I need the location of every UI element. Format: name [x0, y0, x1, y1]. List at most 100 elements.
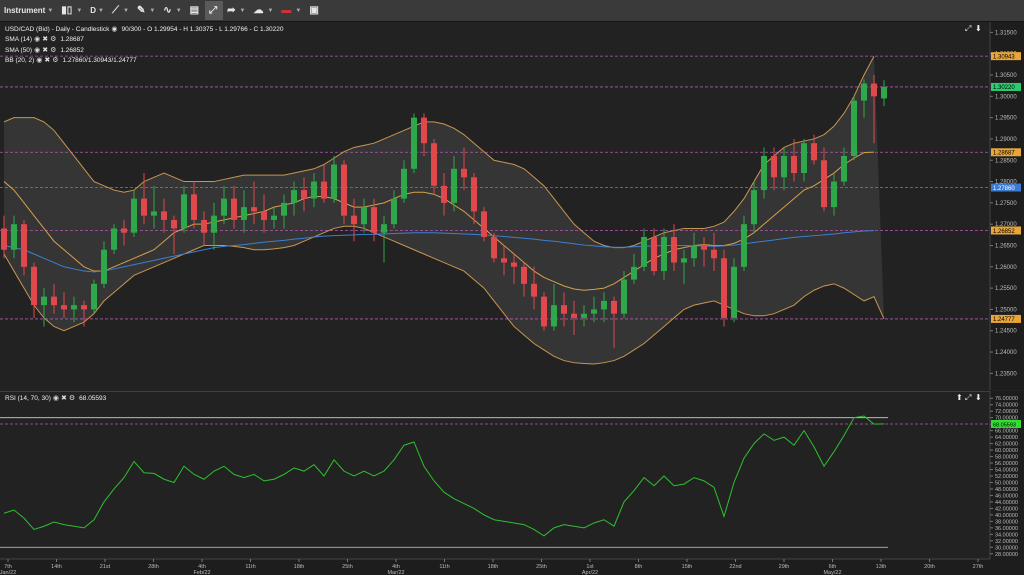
snapshot-icon: ▣: [309, 5, 319, 16]
date-tick-label: 13th: [876, 564, 887, 570]
price-badge-label: 1.24777: [993, 317, 1015, 323]
candle-body: [291, 190, 297, 203]
sma14-line: [3, 151, 875, 291]
candle-body: [401, 168, 407, 199]
move-down-icon[interactable]: ⬇: [975, 393, 982, 402]
candle-body: [651, 236, 657, 272]
candle-body: [311, 181, 317, 199]
chart-type-button[interactable]: ▮▯ ▼: [57, 1, 86, 20]
timeframe-menu[interactable]: D ▼: [86, 1, 108, 20]
candle-body: [591, 309, 597, 314]
price-tick-label: 1.23500: [995, 371, 1017, 377]
layout-button[interactable]: ▤: [186, 1, 205, 20]
candle-body: [731, 266, 737, 318]
line-tools-button[interactable]: ⟋ ▼: [108, 1, 133, 20]
move-down-icon[interactable]: ⬇: [975, 24, 982, 33]
language-button[interactable]: ▬ ▼: [277, 1, 305, 20]
date-tick-label: 1st: [586, 564, 594, 570]
move-up-icon[interactable]: ⬆: [956, 393, 963, 402]
chevron-down-icon: ▼: [123, 7, 129, 14]
chevron-down-icon: ▼: [76, 7, 83, 14]
rsi-chart[interactable]: 76.0000074.0000072.0000070.0000068.00000…: [0, 391, 1024, 575]
rsi-tick-label: 70.00000: [995, 416, 1018, 422]
gear-icon[interactable]: ⚙: [50, 47, 57, 54]
candle-body: [461, 168, 467, 178]
rsi-tick-label: 42.00000: [995, 506, 1018, 512]
fullscreen-button[interactable]: ⤢: [205, 1, 224, 20]
rsi-tick-label: 32.00000: [995, 539, 1018, 545]
date-tick-label: 21st: [100, 564, 111, 570]
candle-body: [581, 313, 587, 318]
candle-body: [811, 143, 817, 161]
uk-flag-icon: ▬: [281, 5, 292, 16]
eye-icon[interactable]: ◉: [111, 26, 118, 33]
price-chart[interactable]: 1.315001.310001.305001.300001.295001.290…: [0, 22, 1024, 390]
candle-body: [801, 143, 807, 174]
date-tick-label: 22nd: [729, 564, 741, 570]
candle-body: [331, 164, 337, 199]
eye-icon[interactable]: ◉: [52, 395, 59, 402]
close-icon[interactable]: ✖: [44, 57, 51, 64]
indicators-button[interactable]: ∿ ▼: [159, 1, 185, 20]
date-month-label: Mar/22: [387, 570, 404, 575]
date-tick-label: 18th: [488, 564, 499, 570]
theme-button[interactable]: ☁ ▼: [249, 1, 277, 20]
candle-body: [671, 236, 677, 263]
price-tick-label: 1.26000: [995, 265, 1017, 271]
eye-icon[interactable]: ◉: [34, 36, 41, 43]
eye-icon[interactable]: ◉: [36, 57, 43, 64]
maximize-panel-icon[interactable]: ⤢: [965, 393, 972, 402]
rsi-panel[interactable]: 76.0000074.0000072.0000070.0000068.00000…: [0, 391, 1024, 575]
candlestick-icon: ▮▯: [61, 5, 73, 16]
draw-tools-button[interactable]: ✎ ▼: [133, 1, 159, 20]
price-tick-label: 1.25500: [995, 286, 1017, 292]
candle-body: [821, 160, 827, 208]
candle-body: [91, 283, 97, 310]
rsi-tick-label: 54.00000: [995, 468, 1018, 474]
candle-body: [251, 207, 257, 212]
candle-body: [831, 181, 837, 208]
candle-body: [621, 279, 627, 314]
close-icon[interactable]: ✖: [42, 47, 49, 54]
candle-body: [841, 155, 847, 182]
rsi-tick-label: 46.00000: [995, 493, 1018, 499]
candle-body: [161, 211, 167, 220]
candle-body: [11, 224, 17, 250]
gear-icon[interactable]: ⚙: [50, 36, 57, 43]
candle-body: [711, 249, 717, 259]
price-tick-label: 1.26500: [995, 243, 1017, 249]
price-tick-label: 1.30500: [995, 73, 1017, 79]
candle-body: [421, 117, 427, 144]
rsi-tick-label: 52.00000: [995, 474, 1018, 480]
candle-body: [181, 194, 187, 229]
gear-icon[interactable]: ⚙: [68, 395, 76, 402]
candle-body: [521, 266, 527, 284]
candle-body: [341, 164, 347, 216]
rsi-tick-label: 64.00000: [995, 435, 1018, 441]
snapshot-button[interactable]: ▣: [305, 1, 324, 20]
candle-body: [511, 262, 517, 267]
close-icon[interactable]: ✖: [42, 36, 49, 43]
date-month-label: May/22: [823, 570, 841, 575]
candle-body: [171, 219, 177, 229]
candle-body: [101, 249, 107, 284]
eye-icon[interactable]: ◉: [34, 47, 41, 54]
price-tick-label: 1.28500: [995, 158, 1017, 164]
date-tick-label: 4th: [198, 564, 206, 570]
share-button[interactable]: ➦ ▼: [223, 1, 249, 20]
legend-sma14-value: 1.28687: [60, 35, 84, 43]
candle-body: [351, 215, 357, 225]
gear-icon[interactable]: ⚙: [52, 57, 59, 64]
candle-body: [301, 190, 307, 199]
instrument-menu[interactable]: Instrument ▼: [0, 1, 57, 20]
maximize-panel-icon[interactable]: ⤢: [965, 24, 972, 33]
candle-body: [861, 83, 867, 101]
price-chart-panel[interactable]: 1.315001.310001.305001.300001.295001.290…: [0, 22, 1024, 390]
trendline-icon: ⟋: [112, 5, 119, 16]
date-tick-label: 27th: [973, 564, 984, 570]
price-badge: [991, 82, 1021, 91]
price-tick-label: 1.31500: [995, 30, 1017, 36]
candle-body: [761, 155, 767, 191]
close-icon[interactable]: ✖: [61, 395, 67, 402]
legend-main-title: USD/CAD (Bid) - Daily - Candlestick: [5, 25, 110, 33]
